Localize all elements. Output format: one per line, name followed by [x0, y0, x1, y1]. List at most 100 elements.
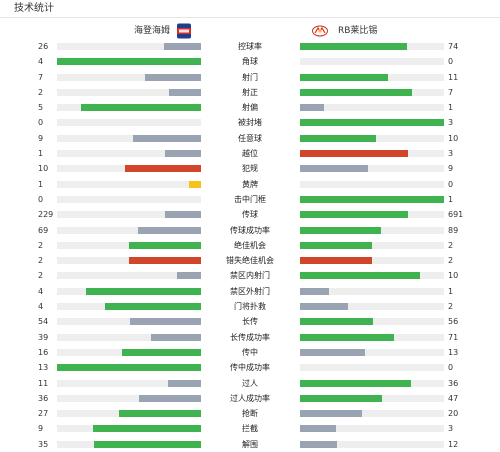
away-stat-bar-fill: [300, 134, 377, 142]
stat-row: 9 任意球 10: [0, 131, 500, 146]
stat-row: 2 禁区内射门 10: [0, 268, 500, 283]
home-stat-bar-fill: [121, 348, 201, 356]
away-stat-value: 3: [448, 118, 454, 128]
stat-row: 35 解围 12: [0, 437, 500, 452]
stat-row: 26 控球率 74: [0, 39, 500, 54]
home-stat-bar-fill: [167, 379, 201, 387]
home-stat-bar: [57, 394, 201, 402]
stat-label: 传中: [242, 347, 258, 357]
away-stat-value: 10: [448, 133, 459, 143]
home-stat-bar-fill: [94, 440, 201, 448]
away-stat-value: 10: [448, 271, 459, 281]
away-stat-bar: [300, 226, 444, 234]
home-stat-bar: [57, 150, 201, 158]
away-stat-bar: [300, 88, 444, 96]
stat-row: 7 射门 11: [0, 70, 500, 85]
away-stat-value: 89: [448, 225, 459, 235]
stat-label: 过人成功率: [230, 393, 270, 403]
home-stat-bar: [57, 272, 201, 280]
away-stat-bar: [300, 257, 444, 265]
away-stat-value: 11: [448, 72, 459, 82]
home-stat-value: 5: [38, 103, 44, 113]
away-stat-bar: [300, 104, 444, 112]
away-stat-value: 0: [448, 57, 454, 67]
home-stat-bar: [57, 88, 201, 96]
stat-row: 1 越位 3: [0, 146, 500, 161]
away-team-logo-icon[interactable]: [312, 23, 328, 39]
away-stat-value: 20: [448, 409, 459, 419]
away-stat-value: 56: [448, 317, 459, 327]
stat-row: 2 射正 7: [0, 85, 500, 100]
home-stat-value: 35: [38, 439, 49, 449]
stat-label: 长传成功率: [230, 332, 270, 342]
away-stat-bar: [300, 318, 444, 326]
home-team-name[interactable]: 海登海姆: [133, 26, 170, 36]
home-team-logo-icon[interactable]: [176, 23, 192, 39]
away-stat-value: 7: [448, 87, 454, 97]
stat-label: 解围: [242, 439, 258, 449]
away-stat-value: 3: [448, 149, 454, 159]
away-stat-value: 0: [448, 363, 454, 373]
away-stat-bar: [300, 73, 444, 81]
home-stat-value: 1: [38, 179, 44, 189]
away-stat-value: 47: [448, 393, 459, 403]
stat-label: 传球成功率: [230, 225, 270, 235]
away-team-name[interactable]: RB莱比锡: [338, 26, 378, 36]
stat-label: 被封堵: [238, 118, 262, 128]
home-stat-bar-fill: [133, 134, 201, 142]
stat-label: 长传: [242, 317, 258, 327]
stat-label: 抢断: [242, 409, 258, 419]
away-stat-value: 9: [448, 164, 454, 174]
home-stat-value: 13: [38, 363, 49, 373]
home-stat-bar: [57, 134, 201, 142]
home-stat-value: 0: [38, 194, 44, 204]
away-stat-bar: [300, 195, 444, 203]
away-stat-bar-fill: [300, 348, 365, 356]
away-stat-bar: [300, 211, 444, 219]
away-stat-bar: [300, 58, 444, 66]
home-stat-bar: [57, 180, 201, 188]
away-stat-value: 1: [448, 103, 454, 113]
home-stat-value: 11: [38, 378, 49, 388]
away-stat-bar: [300, 440, 444, 448]
away-stat-bar-fill: [300, 333, 394, 341]
home-stat-bar-fill: [130, 318, 201, 326]
away-stat-bar: [300, 410, 444, 418]
away-stat-bar: [300, 241, 444, 249]
home-stat-value: 4: [38, 286, 44, 296]
away-stat-bar: [300, 180, 444, 188]
stat-label: 射偏: [242, 103, 258, 113]
home-stat-bar-fill: [165, 150, 201, 158]
home-stat-value: 36: [38, 393, 49, 403]
away-stat-bar-fill: [300, 43, 407, 50]
stat-label: 错失绝佳机会: [226, 256, 274, 266]
home-stat-value: 2: [38, 256, 44, 266]
away-stat-bar: [300, 303, 444, 311]
away-stat-bar-fill: [300, 119, 444, 127]
away-stat-bar: [300, 379, 444, 387]
stat-row: 54 长传 56: [0, 314, 500, 329]
stat-row: 229 传球 691: [0, 207, 500, 222]
stats-list: 26 控球率 74 4 角球 0 7 射门 11 2 射正 7 5 射偏 1 0 被封堵 3 9 任意球 10 1 越位 3 1…: [0, 39, 500, 452]
away-stat-bar: [300, 333, 444, 341]
away-stat-bar: [300, 150, 444, 158]
away-stat-value: 1: [448, 286, 454, 296]
home-stat-value: 7: [38, 72, 44, 82]
away-stat-bar-fill: [300, 226, 381, 234]
away-stat-bar-fill: [300, 379, 411, 387]
home-stat-bar: [57, 58, 201, 66]
away-stat-value: 691: [448, 210, 464, 220]
away-stat-bar-fill: [300, 195, 444, 203]
away-stat-bar: [300, 272, 444, 280]
home-stat-bar-fill: [129, 257, 201, 265]
home-stat-bar-fill: [189, 180, 201, 188]
stat-row: 69 传球成功率 89: [0, 223, 500, 238]
stat-label: 控球率: [238, 42, 262, 51]
away-stat-bar-fill: [300, 88, 413, 96]
stat-row: 10 犯规 9: [0, 161, 500, 176]
home-stat-value: 2: [38, 87, 44, 97]
away-stat-bar-fill: [300, 211, 408, 219]
home-stat-bar: [57, 287, 201, 295]
home-stat-value: 69: [38, 225, 49, 235]
home-stat-value: 16: [38, 347, 49, 357]
